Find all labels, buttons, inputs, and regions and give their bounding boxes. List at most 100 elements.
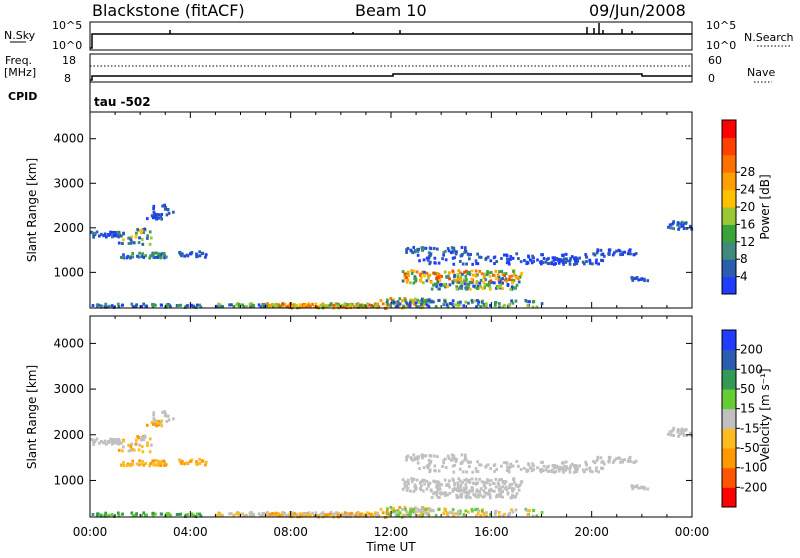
velocity-cell — [542, 464, 546, 468]
power-cell — [633, 253, 636, 257]
velocity-cell — [398, 505, 402, 509]
power-cell — [595, 258, 598, 262]
power-cell — [102, 234, 105, 238]
velocity-cell — [412, 508, 416, 512]
velocity-cell — [111, 442, 114, 446]
power-cell — [432, 246, 436, 250]
power-cell — [366, 302, 369, 306]
velocity-cell — [495, 467, 499, 471]
velocity-cell — [467, 461, 471, 465]
power-cell — [507, 260, 511, 264]
velocity-cell — [413, 511, 416, 515]
date-title: 09/Jun/2008 — [589, 1, 686, 20]
power-cell — [353, 305, 356, 309]
power-cell — [311, 302, 314, 306]
velocity-cell — [465, 491, 469, 495]
power-cell — [130, 235, 134, 239]
power-cell — [508, 276, 512, 280]
power-cell — [443, 299, 447, 303]
power-cell — [498, 280, 501, 284]
power-cell — [447, 274, 450, 278]
velocity-cell — [511, 464, 515, 468]
velocity-cell — [420, 507, 424, 511]
velocity-cell — [482, 512, 486, 516]
velocity-cell — [553, 464, 557, 468]
power-cell — [154, 216, 157, 220]
power-cell — [265, 304, 269, 308]
power-cell — [418, 259, 421, 263]
velocity-cell — [442, 461, 445, 465]
velocity-cell — [154, 422, 157, 426]
power-cell — [404, 300, 408, 304]
power-cell — [116, 234, 120, 238]
power-cell — [621, 251, 625, 255]
power-cell — [200, 251, 204, 255]
velocity-cell — [251, 512, 255, 516]
power-cell — [151, 302, 155, 306]
power-cell — [148, 242, 152, 246]
power-cell — [633, 277, 637, 281]
velocity-cell — [172, 417, 175, 421]
velocity-cell — [467, 495, 471, 499]
power-cell — [433, 256, 437, 260]
power-cell — [312, 305, 316, 309]
velocity-cell — [154, 463, 157, 467]
power-cell — [505, 254, 509, 258]
power-cell — [460, 245, 464, 249]
power-cell — [405, 275, 408, 279]
velocity-cell — [410, 477, 414, 481]
power-cell — [429, 260, 432, 264]
freq-tick-top: 18 — [62, 54, 76, 67]
power-cell — [494, 277, 498, 281]
power-cell — [317, 305, 321, 309]
power-cell — [601, 259, 605, 263]
velocity-cell — [261, 511, 265, 515]
velocity-cell — [179, 512, 183, 516]
velocity-cell — [532, 508, 536, 512]
power-cell — [459, 254, 463, 258]
power-cell — [392, 300, 396, 304]
power-cell — [195, 255, 198, 259]
velocity-cell — [474, 508, 477, 512]
velocity-cell — [441, 464, 444, 468]
power-cell — [176, 304, 180, 308]
power-cell — [503, 274, 507, 278]
power-cell — [506, 283, 510, 287]
power-cell — [456, 277, 460, 281]
power-cell — [281, 305, 285, 309]
power-cell — [359, 303, 362, 307]
power-cell — [146, 236, 149, 240]
velocity-cell — [451, 457, 455, 461]
power-cell — [504, 277, 508, 281]
velocity-cell — [485, 481, 489, 485]
velocity-cell — [235, 512, 238, 516]
velocity-cell — [552, 466, 556, 470]
velocity-cell — [119, 441, 123, 445]
velocity-cell — [185, 461, 189, 465]
power-cell — [199, 305, 203, 309]
velocity-cell — [135, 438, 138, 442]
power-cell — [596, 249, 600, 253]
velocity-cell — [433, 491, 437, 495]
velocity-cell — [263, 514, 266, 518]
power-cell — [111, 230, 115, 234]
power-cell — [442, 251, 446, 255]
velocity-cell — [617, 456, 621, 460]
power-cell — [440, 274, 443, 278]
velocity-cell — [163, 461, 166, 465]
power-colorbar-swatch — [722, 189, 736, 208]
velocity-colorbar-label: 100 — [740, 362, 763, 376]
velocity-cell — [345, 514, 349, 518]
velocity-cell — [198, 512, 202, 516]
velocity-colorbar-label: Velocity [m s⁻¹] — [758, 368, 772, 461]
power-cell — [180, 254, 183, 258]
power-cell — [160, 212, 164, 216]
power-cell — [569, 258, 572, 262]
velocity-cell — [474, 467, 478, 471]
power-cell — [544, 260, 548, 264]
power-cell — [437, 299, 441, 303]
power-cell — [149, 236, 153, 240]
power-cell — [643, 277, 646, 281]
velocity-cell — [453, 463, 457, 467]
power-cell — [433, 282, 437, 286]
